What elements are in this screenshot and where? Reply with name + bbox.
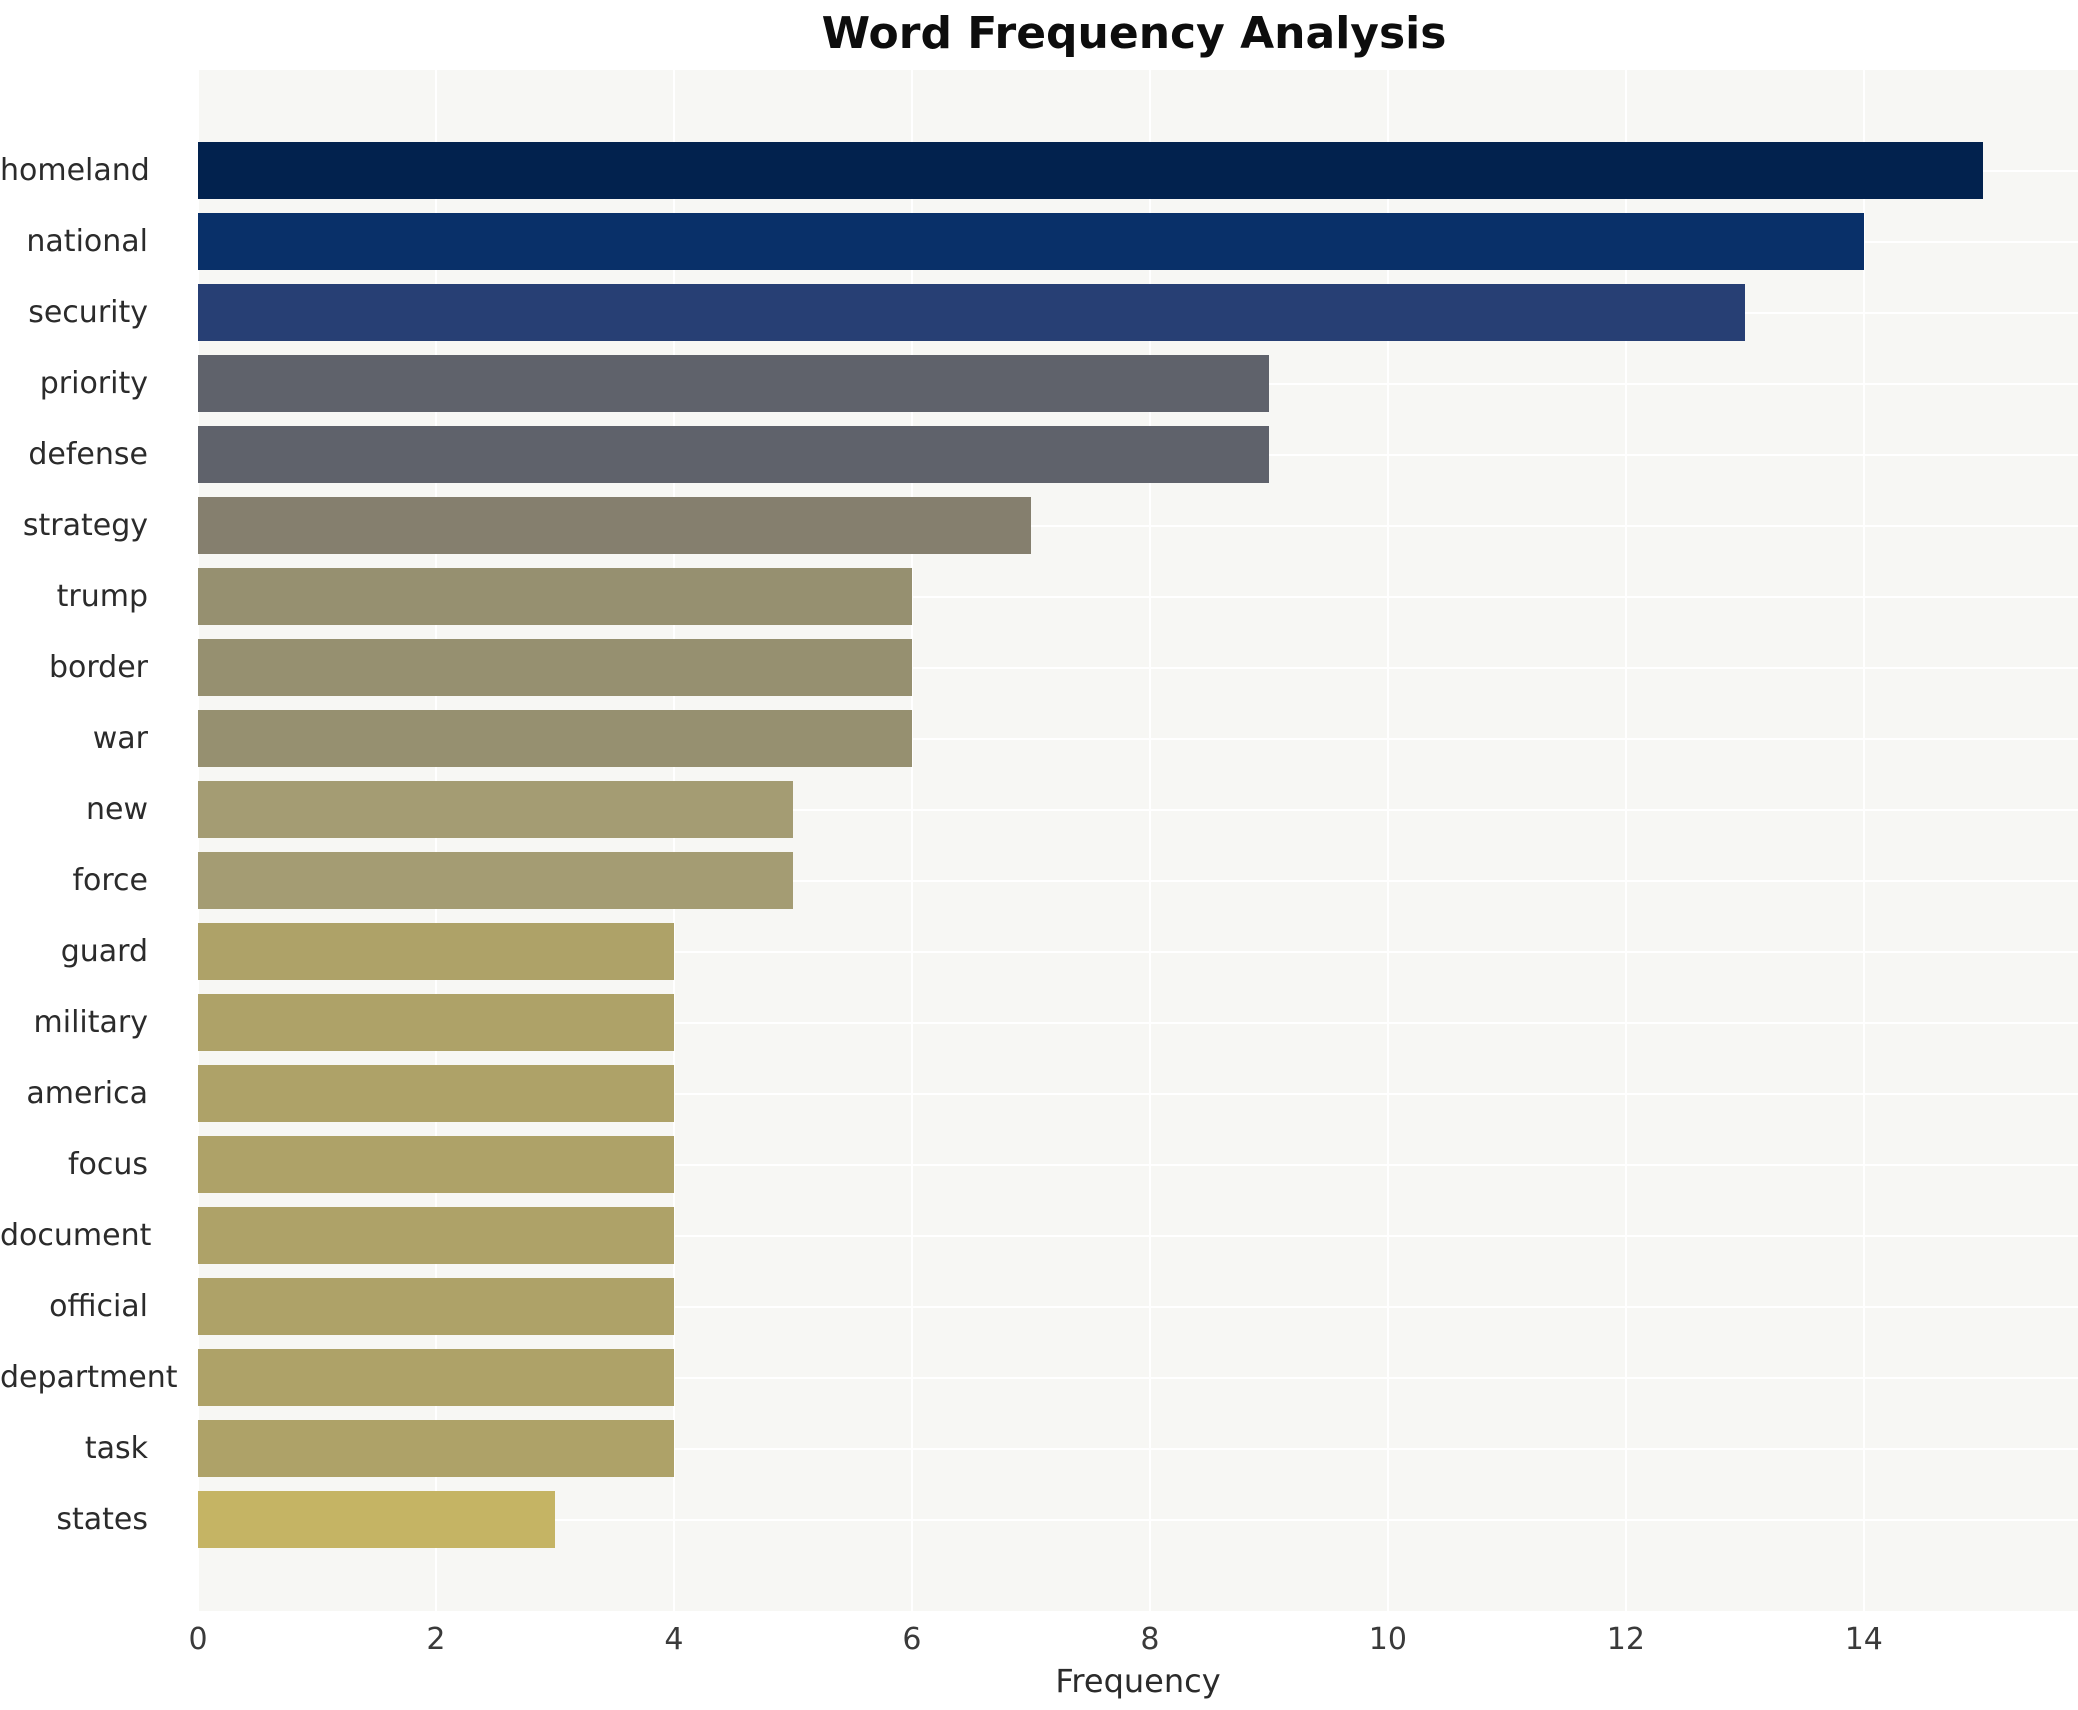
- x-tick-label-6: 6: [902, 1622, 922, 1657]
- gridline-x-12: [1624, 70, 1627, 1611]
- x-axis-label: Frequency: [1055, 1662, 1221, 1700]
- gridline-x-4: [672, 70, 675, 1611]
- gridline-x-14: [1862, 70, 1865, 1611]
- x-tick-label-12: 12: [1606, 1622, 1645, 1657]
- gridline-y-america: [198, 1092, 2078, 1095]
- y-label-priority: priority: [39, 366, 148, 401]
- y-label-military: military: [33, 1005, 148, 1040]
- bar-official: [198, 1278, 674, 1335]
- y-label-force: force: [72, 863, 148, 898]
- bar-trump: [198, 568, 912, 625]
- y-label-defense: defense: [28, 437, 148, 472]
- gridline-y-war: [198, 737, 2078, 740]
- y-label-america: america: [26, 1076, 148, 1111]
- bar-guard: [198, 923, 674, 980]
- plot-area: [197, 70, 2078, 1611]
- gridline-y-military: [198, 1021, 2078, 1024]
- bar-homeland: [198, 142, 1983, 199]
- bar-defense: [198, 426, 1269, 483]
- gridline-y-department: [198, 1376, 2078, 1379]
- gridline-y-border: [198, 666, 2078, 669]
- y-label-strategy: strategy: [22, 508, 148, 543]
- x-tick-label-10: 10: [1368, 1622, 1407, 1657]
- bar-task: [198, 1420, 674, 1477]
- y-label-document: document: [0, 1218, 152, 1253]
- gridline-y-guard: [198, 950, 2078, 953]
- y-label-trump: trump: [56, 579, 148, 614]
- y-label-official: official: [49, 1289, 148, 1324]
- bar-border: [198, 639, 912, 696]
- bar-america: [198, 1065, 674, 1122]
- gridline-x-6: [910, 70, 913, 1611]
- y-label-task: task: [84, 1431, 148, 1466]
- y-label-homeland: homeland: [0, 153, 150, 188]
- bar-document: [198, 1207, 674, 1264]
- x-tick-label-14: 14: [1844, 1622, 1883, 1657]
- bar-focus: [198, 1136, 674, 1193]
- x-tick-label-8: 8: [1140, 1622, 1160, 1657]
- gridline-x-10: [1386, 70, 1389, 1611]
- y-label-focus: focus: [67, 1147, 148, 1182]
- gridline-x-2: [434, 70, 437, 1611]
- gridline-y-trump: [198, 595, 2078, 598]
- bar-strategy: [198, 497, 1031, 554]
- gridline-y-document: [198, 1234, 2078, 1237]
- y-label-guard: guard: [60, 934, 148, 969]
- bar-war: [198, 710, 912, 767]
- y-label-border: border: [48, 650, 148, 685]
- gridline-y-task: [198, 1447, 2078, 1450]
- x-tick-label-2: 2: [426, 1622, 446, 1657]
- gridline-y-force: [198, 879, 2078, 882]
- y-label-states: states: [56, 1502, 148, 1537]
- bar-priority: [198, 355, 1269, 412]
- bar-states: [198, 1491, 555, 1548]
- bar-force: [198, 852, 793, 909]
- y-label-department: department: [0, 1360, 178, 1395]
- gridline-y-states: [198, 1518, 2078, 1521]
- gridline-x-8: [1148, 70, 1151, 1611]
- gridline-x-0: [197, 70, 199, 1611]
- gridline-y-new: [198, 808, 2078, 811]
- y-label-security: security: [28, 295, 148, 330]
- x-tick-label-4: 4: [664, 1622, 684, 1657]
- chart-title: Word Frequency Analysis: [821, 8, 1447, 59]
- bar-military: [198, 994, 674, 1051]
- bar-department: [198, 1349, 674, 1406]
- y-label-national: national: [26, 224, 148, 259]
- bar-new: [198, 781, 793, 838]
- x-tick-label-0: 0: [188, 1622, 208, 1657]
- y-label-new: new: [85, 792, 148, 827]
- gridline-y-official: [198, 1305, 2078, 1308]
- bar-security: [198, 284, 1745, 341]
- bar-national: [198, 213, 1864, 270]
- y-label-war: war: [92, 721, 148, 756]
- gridline-y-focus: [198, 1163, 2078, 1166]
- gridline-y-strategy: [198, 524, 2078, 527]
